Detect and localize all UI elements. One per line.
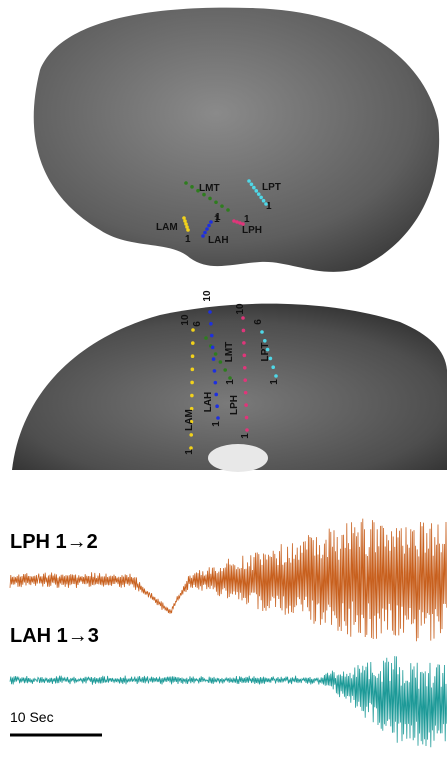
electrode-contact xyxy=(196,189,200,193)
contact-label: 1 xyxy=(211,421,222,427)
electrode-contact xyxy=(260,330,264,334)
electrode-contact xyxy=(191,341,195,345)
contact-label: 1 xyxy=(225,379,236,385)
electrode-contact xyxy=(202,193,206,197)
electrode-contact xyxy=(214,381,218,385)
electrode-contact xyxy=(191,368,195,372)
electrode-contact xyxy=(214,393,218,397)
electrode-contact xyxy=(220,204,224,208)
electrode-contact xyxy=(243,366,247,370)
contact-label: 10 xyxy=(180,314,191,326)
electrode-contact xyxy=(190,394,194,398)
electrode-contact xyxy=(209,220,213,224)
electrode-contact xyxy=(243,354,247,358)
electrode-contact xyxy=(211,346,215,350)
contact-label: 10 xyxy=(202,290,213,302)
electrode-contact xyxy=(264,202,268,206)
contact-label: 1 xyxy=(244,214,250,225)
electrode-label: LPH xyxy=(242,225,262,236)
electrode-contact xyxy=(190,381,194,385)
electrode-contact xyxy=(212,357,216,361)
electrode-label: LMT xyxy=(199,183,220,194)
electrode-contact xyxy=(259,196,263,200)
electrode-label: LAM xyxy=(184,409,195,431)
electrode-contact xyxy=(201,234,205,238)
electrode-label: LMT xyxy=(224,342,235,363)
electrode-contact xyxy=(203,231,207,235)
electrode-contact xyxy=(250,182,254,186)
electrode-contact xyxy=(215,404,219,408)
electrode-contact xyxy=(214,352,218,356)
electrode-contact xyxy=(190,185,194,189)
electrode-contact xyxy=(244,403,248,407)
electrode-contact xyxy=(223,368,227,372)
electrode-contact xyxy=(241,316,245,320)
bright-region xyxy=(208,444,268,472)
electrode-contact xyxy=(242,341,246,345)
electrode-contact xyxy=(263,339,267,343)
contact-label: 1 xyxy=(214,214,220,225)
contact-label: 1 xyxy=(269,379,280,385)
electrode-contact xyxy=(244,391,248,395)
electrode-contact xyxy=(216,416,220,420)
electrode-contact xyxy=(247,179,251,183)
contact-label: 6 xyxy=(192,321,203,327)
electrode-label: LPH xyxy=(229,395,240,415)
electrode-contact xyxy=(208,197,212,201)
trace-label: LPH 1→2 xyxy=(10,531,98,553)
electrode-contact xyxy=(186,228,190,232)
contact-label: 1 xyxy=(184,449,195,455)
trace-label: LAH 1→3 xyxy=(10,625,99,647)
electrode-contact xyxy=(213,369,217,373)
electrode-label: LPT xyxy=(260,343,271,362)
contact-label: 1 xyxy=(240,433,251,439)
brain-lateral xyxy=(34,8,439,272)
contact-label: 10 xyxy=(235,303,246,315)
electrode-contact xyxy=(209,322,213,326)
electrode-contact xyxy=(245,428,249,432)
electrode-contact xyxy=(219,360,223,364)
electrode-label: LAH xyxy=(208,235,229,246)
electrode-contact xyxy=(242,329,246,333)
electrode-contact xyxy=(204,336,208,340)
electrode-contact xyxy=(191,328,195,332)
electrode-contact xyxy=(214,200,218,204)
electrode-label: LAH xyxy=(203,392,214,413)
figure: LMT 1 LPT 1 LAM 1 LAH 1 LPH 1 LPH 1→2 LA… xyxy=(0,0,447,762)
electrode-contact xyxy=(271,365,275,369)
electrode-contact xyxy=(189,433,193,437)
electrode-contact xyxy=(262,199,266,203)
electrode-contact xyxy=(205,227,209,231)
electrode-contact xyxy=(207,224,211,228)
electrode-label: LAM xyxy=(156,222,178,233)
electrode-contact xyxy=(243,378,247,382)
electrode-contact xyxy=(245,416,249,420)
contact-label: 1 xyxy=(185,234,191,245)
electrode-contact xyxy=(191,354,195,358)
electrode-contact xyxy=(274,374,278,378)
contact-label: 6 xyxy=(253,319,264,325)
electrode-contact xyxy=(252,186,256,190)
electrode-contact xyxy=(184,181,188,185)
electrode-contact xyxy=(226,208,230,212)
electrode-contact xyxy=(210,334,214,338)
electrode-contact xyxy=(241,222,245,226)
electrode-contact xyxy=(208,310,212,314)
electrode-contact xyxy=(254,189,258,193)
electrode-contact xyxy=(257,192,261,196)
scale-bar-label: 10 Sec xyxy=(10,709,54,725)
electrode-label: LPT xyxy=(262,182,281,193)
